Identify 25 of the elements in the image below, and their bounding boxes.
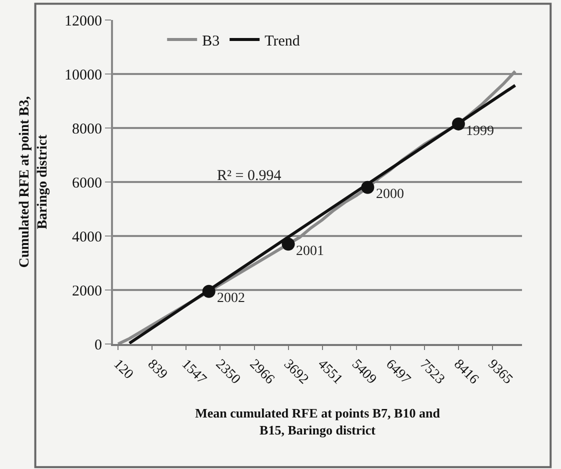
x-tick-label: 839 <box>144 356 170 382</box>
y-tick-label: 4000 <box>72 229 102 246</box>
x-axis-title: Mean cumulated RFE at points B7, B10 and B15, Baringo district <box>195 405 441 438</box>
x-tick-label: 4551 <box>314 356 345 388</box>
y-tick-label: 10000 <box>64 67 102 84</box>
annotation: R² = 0.994 <box>217 168 282 184</box>
annotation: 2000 <box>376 187 404 202</box>
x-tick-label: 1547 <box>178 356 209 388</box>
x-tick-label: 120 <box>110 356 136 382</box>
point <box>452 117 465 130</box>
annotation: 2002 <box>217 291 245 306</box>
legend-label: B3 <box>202 33 220 50</box>
point <box>202 284 216 298</box>
y-tick-label: 12000 <box>64 13 102 30</box>
annotation: 1999 <box>466 124 494 139</box>
x-tick-label: 6497 <box>382 356 414 388</box>
legend-label: Trend <box>264 33 300 50</box>
y-tick-label: 8000 <box>72 121 102 138</box>
point <box>282 238 295 251</box>
annotation: 2001 <box>296 244 324 259</box>
y-tick-label: 0 <box>94 337 102 354</box>
point <box>361 180 374 194</box>
y-axis-title: Cumulated RFE at point B3, Baringo district <box>17 96 51 268</box>
y-tick-label: 2000 <box>72 283 102 300</box>
y-tick-label: 6000 <box>72 175 102 192</box>
